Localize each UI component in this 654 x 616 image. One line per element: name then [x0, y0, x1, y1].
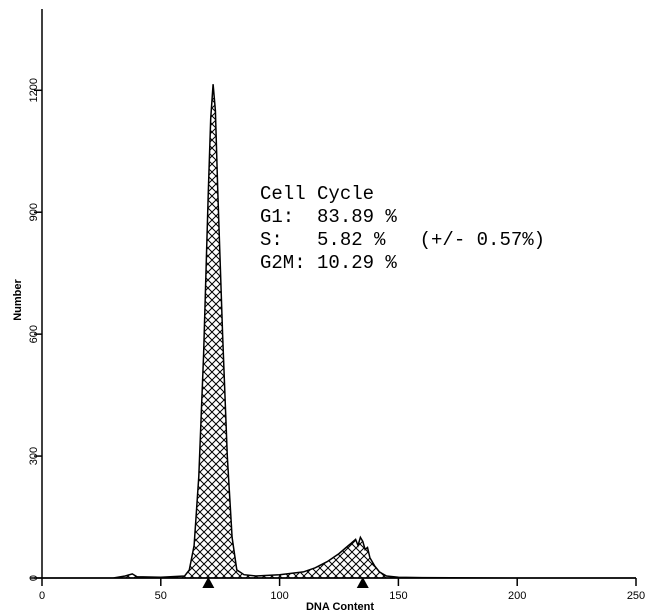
x-tick-label: 50 — [155, 590, 167, 602]
x-tick-label: 0 — [39, 590, 45, 602]
x-tick-label: 250 — [627, 590, 645, 602]
annotation: G1: 83.89 % — [260, 206, 397, 228]
x-tick-label: 100 — [270, 590, 288, 602]
histogram-area — [42, 84, 636, 579]
y-tick-label: 0 — [28, 575, 40, 581]
x-tick-label: 150 — [389, 590, 407, 602]
peak-marker — [356, 577, 369, 588]
y-tick-label: 300 — [28, 447, 40, 465]
y-axis-title: Number — [12, 279, 24, 321]
y-tick-label: 1200 — [28, 78, 40, 102]
x-tick-label: 200 — [508, 590, 526, 602]
y-tick-label: 600 — [28, 325, 40, 343]
annotation: Cell Cycle — [260, 183, 374, 205]
annotation: S: 5.82 % (+/- 0.57%) — [260, 229, 545, 251]
y-tick-label: 900 — [28, 203, 40, 221]
peak-marker — [202, 577, 215, 588]
annotation: G2M: 10.29 % — [260, 252, 397, 274]
x-axis-title: DNA Content — [306, 601, 374, 613]
